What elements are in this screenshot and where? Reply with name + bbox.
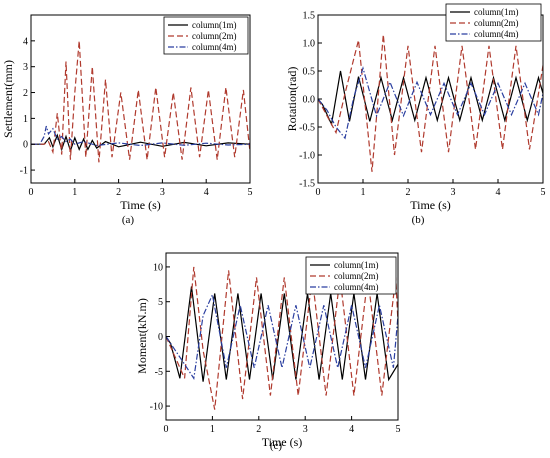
x-axis-label: Time (s) (262, 435, 303, 449)
x-tick-label: 4 (349, 424, 354, 435)
series-line-2 (166, 266, 398, 410)
y-tick-label: 5 (158, 297, 163, 308)
x-axis-label: Time (s) (410, 198, 451, 212)
y-tick-label: 10 (153, 262, 163, 273)
y-tick-label: 0 (158, 332, 163, 343)
legend-entry-3: column(4m) (334, 282, 379, 292)
x-tick-label: 2 (256, 424, 261, 435)
y-tick-label: -10 (150, 402, 163, 413)
chart-panel-3: 0 1 2 3 4 5 -10 -5 0 5 10 Time (s) Moment(kN.m) (c) co… (135, 252, 401, 452)
x-tick-label: 2 (116, 187, 121, 198)
plot-frame (30, 14, 251, 184)
y-tick-label: -1 (20, 166, 28, 177)
panel-label: (c) (270, 440, 283, 452)
legend-entry-2: column(2m) (192, 31, 237, 41)
legend: column(1m)column(2m)column(4m) (163, 16, 249, 55)
x-tick-label: 1 (72, 187, 77, 198)
x-tick-label: 1 (361, 187, 366, 198)
series-line-3 (31, 125, 250, 147)
y-tick-label: -0.5 (299, 123, 315, 134)
y-tick-label: 1.5 (303, 11, 316, 22)
x-tick-label: 4 (204, 187, 209, 198)
y-axis-label: Moment(kN.m) (135, 298, 149, 374)
y-tick-label: 1.0 (303, 39, 316, 50)
legend-entry-3: column(4m) (192, 42, 237, 52)
y-tick-label: 2 (23, 88, 28, 99)
y-tick-label: -5 (155, 367, 163, 378)
series-line-3 (166, 292, 398, 380)
legend-entry-1: column(1m) (334, 260, 379, 270)
legend: column(1m)column(2m)column(4m) (445, 3, 542, 42)
y-tick-label: -1.0 (299, 151, 315, 162)
x-tick-label: 1 (210, 424, 215, 435)
legend: column(1m)column(2m)column(4m) (305, 256, 397, 295)
legend-entry-1: column(1m) (474, 7, 519, 17)
panel-label: (b) (412, 214, 425, 226)
y-axis-label: Rotation(rad) (285, 67, 299, 132)
y-tick-label: -1.5 (299, 179, 315, 190)
panel-label: (a) (122, 214, 135, 226)
x-tick-label: 0 (316, 187, 321, 198)
x-tick-label: 0 (164, 424, 169, 435)
x-axis-label: Time (s) (120, 198, 161, 212)
x-tick-label: 4 (496, 187, 501, 198)
legend-entry-1: column(1m) (192, 20, 237, 30)
series-line-1 (318, 70, 543, 127)
y-tick-label: 0.5 (303, 67, 316, 78)
x-tick-label: 3 (303, 424, 308, 435)
series-line-2 (318, 34, 543, 172)
y-axis-label: Settlement(mm) (1, 60, 15, 138)
legend-entry-3: column(4m) (474, 29, 519, 39)
legend-entry-2: column(2m) (474, 18, 519, 28)
x-tick-label: 3 (451, 187, 456, 198)
y-tick-label: 1 (23, 114, 28, 125)
x-tick-label: 5 (248, 187, 253, 198)
y-tick-label: 3 (23, 62, 28, 73)
legend-entry-2: column(2m) (334, 271, 379, 281)
y-tick-label: 0.0 (303, 95, 316, 106)
chart-panel-2: 0 1 2 3 4 5 -1.5 -1.0 -0.5 0.0 0.5 1.0 1.5 Time (s) Ro… (285, 3, 546, 226)
x-tick-label: 2 (406, 187, 411, 198)
x-tick-label: 5 (396, 424, 401, 435)
x-tick-label: 5 (541, 187, 546, 198)
series-line-3 (318, 66, 543, 140)
series-line-1 (166, 286, 398, 382)
series-line-1 (31, 133, 250, 153)
y-tick-label: 4 (23, 36, 28, 47)
y-tick-label: 0 (23, 140, 28, 151)
x-tick-label: 3 (160, 187, 165, 198)
x-tick-label: 0 (29, 187, 34, 198)
series-line-2 (31, 40, 250, 163)
